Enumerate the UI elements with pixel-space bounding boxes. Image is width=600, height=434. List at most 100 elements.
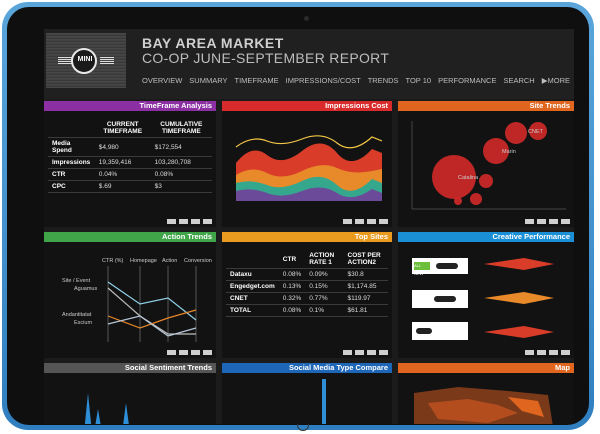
sentiment-spike bbox=[95, 409, 101, 424]
nav-search[interactable]: SEARCH bbox=[503, 76, 535, 85]
nav-more[interactable]: ▶MORE bbox=[541, 76, 570, 85]
report-subtitle: CO-OP JUNE-SEPTEMBER REPORT bbox=[142, 50, 390, 66]
performance-diamond bbox=[484, 258, 554, 270]
row-current: $.69 bbox=[94, 180, 151, 193]
car-silhouette bbox=[436, 263, 458, 269]
panel-social-media-type[interactable]: Social Media Type Compare bbox=[222, 363, 392, 424]
bubble-label: Marin bbox=[502, 149, 516, 155]
col-current: CURRENT TIMEFRAME bbox=[94, 119, 151, 138]
creative-performance-chart bbox=[484, 258, 554, 338]
line-yellow bbox=[235, 135, 383, 149]
table-row: Impressions 19,359,416 103,280,708 bbox=[48, 156, 212, 169]
panel-view-toggles bbox=[167, 219, 212, 224]
view-icon[interactable] bbox=[379, 219, 388, 224]
view-icon[interactable] bbox=[167, 350, 176, 355]
column-label: Action bbox=[162, 258, 178, 264]
panel-timeframe-analysis[interactable]: TimeFrame Analysis CURRENT TIMEFRAME CUM… bbox=[44, 101, 216, 227]
view-icon[interactable] bbox=[355, 350, 364, 355]
nav-top-10[interactable]: TOP 10 bbox=[405, 76, 432, 85]
site-name: Engedget.com bbox=[226, 280, 279, 293]
nav-trends[interactable]: TRENDS bbox=[367, 76, 399, 85]
site-cost: $61.81 bbox=[343, 304, 388, 317]
bubble bbox=[529, 122, 547, 140]
view-icon[interactable] bbox=[367, 219, 376, 224]
view-icon[interactable] bbox=[549, 219, 558, 224]
nav-performance[interactable]: PERFORMANCE bbox=[438, 76, 497, 85]
view-icon[interactable] bbox=[203, 350, 212, 355]
panel-social-sentiment[interactable]: Social Sentiment Trends bbox=[44, 363, 216, 424]
view-icon[interactable] bbox=[191, 219, 200, 224]
bubble bbox=[454, 197, 462, 205]
panel-title: Map bbox=[398, 363, 574, 373]
panel-map[interactable]: Map bbox=[398, 363, 574, 424]
map-region bbox=[508, 397, 544, 417]
site-ctr: 0.32% bbox=[278, 292, 306, 305]
view-icon[interactable] bbox=[367, 350, 376, 355]
row-label: CTR bbox=[48, 168, 95, 181]
legend-label: Andantitatat bbox=[62, 312, 92, 318]
creative-thumbnail[interactable]: ALL NEW bbox=[412, 258, 468, 276]
view-icon[interactable] bbox=[525, 219, 534, 224]
creative-thumbnail[interactable] bbox=[412, 322, 468, 340]
view-icon[interactable] bbox=[203, 219, 212, 224]
col-cumulative: CUMULATIVE TIMEFRAME bbox=[150, 119, 212, 138]
view-icon[interactable] bbox=[561, 350, 570, 355]
view-icon[interactable] bbox=[549, 350, 558, 355]
view-icon[interactable] bbox=[355, 219, 364, 224]
site-rate: 0.1% bbox=[305, 304, 344, 317]
impressions-area-chart bbox=[235, 135, 383, 201]
logo-ring bbox=[71, 48, 97, 74]
panel-title: Social Media Type Compare bbox=[222, 363, 392, 373]
panel-action-trends[interactable]: Action Trends CTR (%) Homepage Action Co… bbox=[44, 232, 216, 358]
legend-label: Site / Event bbox=[62, 278, 91, 284]
view-icon[interactable] bbox=[537, 350, 546, 355]
site-rate: 0.77% bbox=[305, 292, 344, 305]
site-name: Dataxu bbox=[226, 268, 279, 281]
row-label: Media Spend bbox=[48, 137, 95, 157]
view-icon[interactable] bbox=[343, 350, 352, 355]
table-row: Dataxu 0.08% 0.09% $30.8 bbox=[226, 268, 388, 281]
panel-top-sites[interactable]: Top Sites CTR ACTION RATE 1 COST PER ACT… bbox=[222, 232, 392, 358]
table-row: CTR 0.04% 0.08% bbox=[48, 168, 212, 181]
action-trends-parallel-chart bbox=[107, 266, 197, 342]
panel-title: Top Sites bbox=[222, 232, 392, 242]
bubble bbox=[483, 138, 509, 164]
panel-view-toggles bbox=[343, 350, 388, 355]
nav-summary[interactable]: SUMMARY bbox=[189, 76, 228, 85]
view-icon[interactable] bbox=[525, 350, 534, 355]
car-silhouette bbox=[434, 296, 456, 302]
view-icon[interactable] bbox=[179, 350, 188, 355]
panel-view-toggles bbox=[343, 219, 388, 224]
panel-creative-performance[interactable]: Creative Performance ALL NEW bbox=[398, 232, 574, 358]
creative-thumbnail[interactable] bbox=[412, 290, 468, 308]
panel-site-trends[interactable]: Site Trends Catalina Marin CNET bbox=[398, 101, 574, 227]
view-icon[interactable] bbox=[561, 219, 570, 224]
trend-line bbox=[107, 309, 197, 329]
view-icon[interactable] bbox=[379, 350, 388, 355]
row-cumulative: $172,554 bbox=[150, 137, 212, 157]
trend-line bbox=[107, 287, 196, 335]
dashboard-screen: MINI BAY AREA MARKET CO-OP JUNE-SEPTEMBE… bbox=[44, 29, 574, 424]
table-row: Media Spend $4,980 $172,554 bbox=[48, 137, 212, 157]
view-icon[interactable] bbox=[179, 219, 188, 224]
view-icon[interactable] bbox=[343, 219, 352, 224]
top-sites-table: CTR ACTION RATE 1 COST PER ACTION2 Datax… bbox=[226, 250, 388, 317]
view-icon[interactable] bbox=[537, 219, 546, 224]
panel-view-toggles bbox=[525, 219, 570, 224]
site-rate: 0.15% bbox=[305, 280, 344, 293]
bubble bbox=[479, 174, 493, 188]
view-icon[interactable] bbox=[191, 350, 200, 355]
car-silhouette bbox=[416, 328, 432, 334]
panel-impressions-cost[interactable]: Impressions Cost bbox=[222, 101, 392, 227]
nav-impressions-cost[interactable]: IMPRESSIONS/COST bbox=[285, 76, 361, 85]
view-icon[interactable] bbox=[167, 219, 176, 224]
site-ctr: 0.13% bbox=[278, 280, 306, 293]
panel-title: Site Trends bbox=[398, 101, 574, 111]
panel-title: TimeFrame Analysis bbox=[44, 101, 216, 111]
nav-timeframe[interactable]: TIMEFRAME bbox=[234, 76, 279, 85]
site-ctr: 0.08% bbox=[278, 268, 306, 281]
panel-title: Action Trends bbox=[44, 232, 216, 242]
col-ctr: CTR bbox=[278, 250, 306, 269]
top-nav: OVERVIEW SUMMARY TIMEFRAME IMPRESSIONS/C… bbox=[142, 76, 570, 85]
nav-overview[interactable]: OVERVIEW bbox=[142, 76, 183, 85]
